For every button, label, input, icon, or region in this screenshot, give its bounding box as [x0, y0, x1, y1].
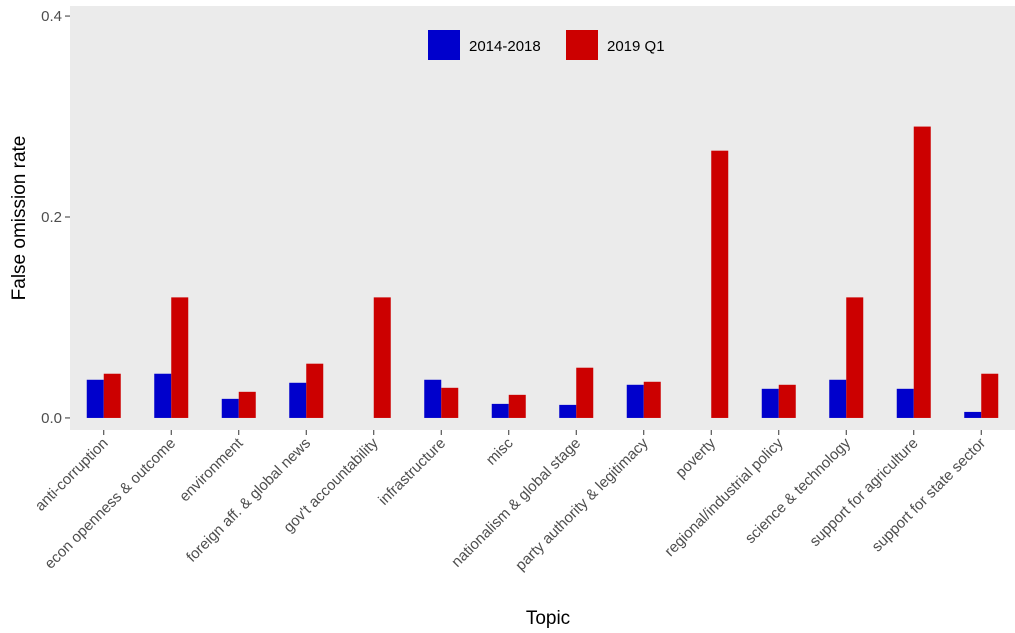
bar-series-2 — [508, 394, 526, 418]
bar-series-2 — [441, 387, 459, 418]
bar-series-1 — [221, 398, 239, 418]
bars — [86, 126, 999, 418]
bar-series-1 — [761, 388, 779, 418]
x-tick-label: econ openness & outcome — [41, 435, 179, 573]
x-tick-label: foreign aff. & global news — [183, 435, 314, 566]
bar-series-1 — [626, 384, 644, 418]
bar-series-2 — [576, 367, 594, 418]
y-tick-label: 0.4 — [41, 8, 62, 25]
bar-series-2 — [778, 384, 796, 418]
x-tick-label: infrastructure — [375, 435, 449, 509]
x-tick-label: support for state sector — [869, 435, 989, 555]
x-tick-label: nationalism & global stage — [448, 435, 584, 571]
x-tick-label: poverty — [672, 434, 719, 481]
y-tick-label: 0.0 — [41, 410, 62, 427]
bar-series-2 — [238, 391, 256, 418]
bar-series-1 — [559, 404, 577, 418]
legend-label-2019-q1: 2019 Q1 — [607, 38, 665, 55]
bar-series-1 — [829, 379, 847, 418]
bar-series-2 — [103, 373, 121, 418]
bar-series-2 — [913, 126, 931, 418]
x-tick-label: regional/industrial policy — [661, 434, 787, 560]
y-axis-title: False omission rate — [9, 136, 30, 301]
x-tick-label: party authority & legitimacy — [512, 434, 652, 574]
bar-series-2 — [711, 150, 729, 418]
bar-series-2 — [846, 297, 864, 418]
y-axis: 0.0 0.2 0.4 — [41, 8, 70, 427]
bar-series-1 — [896, 388, 914, 418]
legend-label-2014-2018: 2014-2018 — [469, 38, 541, 55]
bar-series-2 — [643, 381, 661, 418]
bar-series-2 — [171, 297, 189, 418]
legend: 2014-2018 2019 Q1 — [428, 30, 665, 60]
plot-panel — [70, 6, 1015, 430]
legend-swatch-2019-q1 — [566, 30, 598, 60]
y-tick-label: 0.2 — [41, 209, 62, 226]
bar-series-2 — [306, 363, 324, 418]
bar-series-1 — [491, 403, 509, 418]
bar-series-1 — [86, 379, 104, 418]
bar-series-1 — [154, 373, 172, 418]
legend-swatch-2014-2018 — [428, 30, 460, 60]
bar-series-1 — [424, 379, 442, 418]
bar-series-1 — [289, 382, 307, 418]
x-tick-label: misc — [483, 434, 517, 468]
bar-series-2 — [981, 373, 999, 418]
bar-series-2 — [373, 297, 391, 418]
x-axis-title: Topic — [526, 608, 570, 629]
bar-series-1 — [964, 411, 982, 418]
x-tick-label: environment — [176, 434, 247, 505]
